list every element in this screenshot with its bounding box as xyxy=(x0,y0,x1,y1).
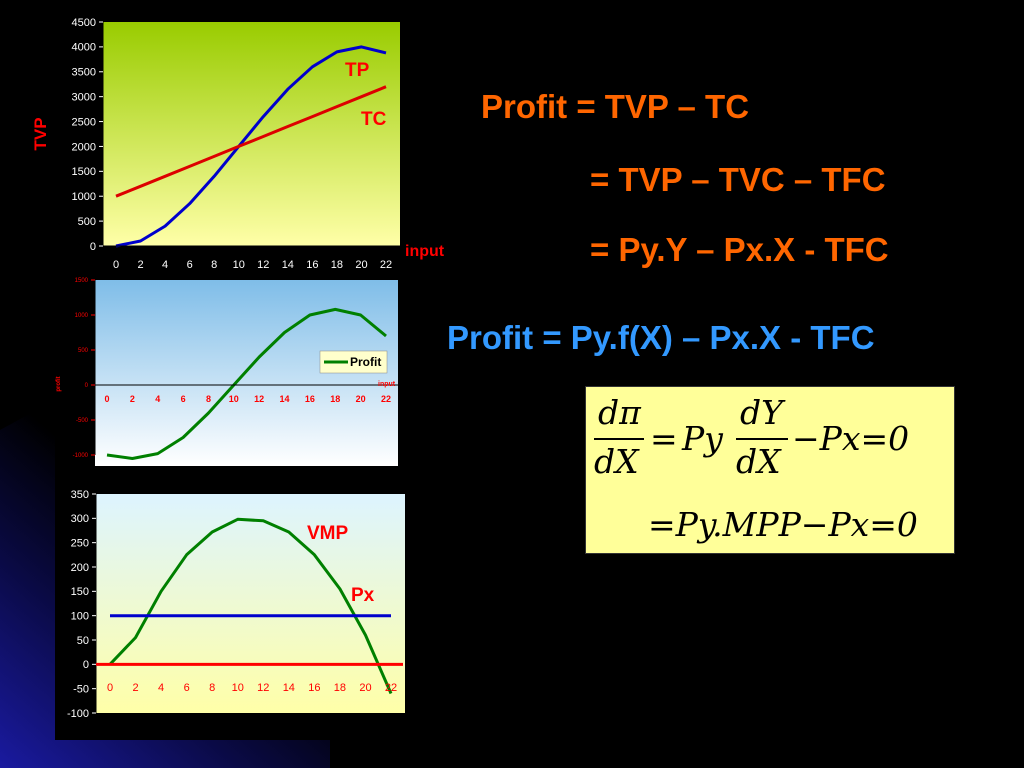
y-tick-label: 350 xyxy=(71,489,89,501)
formula-num-2: dY xyxy=(740,393,783,432)
formula-den-2: dX xyxy=(736,442,781,481)
y-tick-label: 4000 xyxy=(72,42,96,54)
x-tick-label: 14 xyxy=(280,394,290,404)
x-tick-label: 2 xyxy=(130,394,135,404)
y-tick-label: 250 xyxy=(71,538,89,550)
x-tick-label: 22 xyxy=(380,259,392,271)
x-tick-label: 10 xyxy=(232,682,244,694)
x-tick-label: 18 xyxy=(334,682,346,694)
x-tick-label: 16 xyxy=(306,259,318,271)
y-tick-label: -100 xyxy=(67,708,89,720)
formula-num-1: dπ xyxy=(598,393,641,432)
equation-line-4: Profit = Py.f(X) – Px.X - TFC xyxy=(447,319,875,356)
x-tick-label: 16 xyxy=(308,682,320,694)
x-tick-label: 0 xyxy=(113,259,119,271)
x-tick-label: 8 xyxy=(211,259,217,271)
formula-den-1: dX xyxy=(594,442,639,481)
y-tick-label: 100 xyxy=(71,611,89,623)
x-tick-label: 14 xyxy=(282,259,294,271)
y-tick-label: 300 xyxy=(71,513,89,525)
tvp-ylabel: TVP xyxy=(31,117,50,150)
formula-tail-1: −Px=0 xyxy=(792,419,910,458)
profit-legend: Profit xyxy=(319,350,388,374)
series-line-tc xyxy=(115,85,387,198)
profit-chart: -1000 -500 0 500 1000 1500 0 2 4 6 8 10 12 14 16 18 20 2… xyxy=(56,278,398,466)
y-tick-label: 1500 xyxy=(75,278,89,284)
tc-label: TC xyxy=(361,109,387,130)
x-tick-label: 10 xyxy=(229,394,239,404)
y-tick-label: 1000 xyxy=(75,313,89,319)
x-tick-label: 8 xyxy=(209,682,215,694)
y-tick-label: -1000 xyxy=(73,453,89,459)
y-tick-label: 0 xyxy=(85,383,89,389)
y-tick-label: 500 xyxy=(78,216,96,228)
y-tick-label: 200 xyxy=(71,562,89,574)
tvp-xlabel: input xyxy=(405,243,445,260)
y-tick-label: -50 xyxy=(73,684,89,696)
formula-line-2: =Py.MPP−Px=0 xyxy=(648,505,918,544)
px-label: Px xyxy=(351,585,375,606)
derivative-formula-box: dπ dX = Py dY dX −Px=0 =Py.MPP−Px=0 xyxy=(585,386,955,554)
y-tick-label: 150 xyxy=(71,586,89,598)
x-tick-label: 4 xyxy=(158,682,164,694)
y-tick-label: 1500 xyxy=(72,166,96,178)
series-line-tp xyxy=(115,45,387,248)
x-tick-label: 2 xyxy=(137,259,143,271)
x-tick-label: 20 xyxy=(359,682,371,694)
x-tick-label: 16 xyxy=(305,394,315,404)
x-tick-label: 10 xyxy=(233,259,245,271)
x-tick-label: 2 xyxy=(132,682,138,694)
formula-equals: = xyxy=(650,419,678,458)
x-tick-label: 18 xyxy=(330,394,340,404)
profit-xlabel: input xyxy=(378,381,396,388)
y-tick-label: 500 xyxy=(78,348,89,354)
y-tick-label: 2000 xyxy=(72,141,96,153)
x-tick-label: 0 xyxy=(107,682,113,694)
y-tick-label: 0 xyxy=(83,659,89,671)
tp-label: TP xyxy=(345,60,370,81)
equation-line-3: = Py.Y – Px.X - TFC xyxy=(590,231,889,268)
x-tick-label: 6 xyxy=(181,394,186,404)
legend-label: Profit xyxy=(350,355,381,369)
x-tick-label: 4 xyxy=(155,394,160,404)
tvp-chart: 0 500 1000 1500 2000 2500 3000 3500 4000 4500 0 2 4… xyxy=(31,17,445,271)
vmp-label: VMP xyxy=(307,523,349,544)
series-line-profit xyxy=(106,307,387,460)
equation-line-2: = TVP – TVC – TFC xyxy=(590,161,886,198)
x-tick-label: 20 xyxy=(355,259,367,271)
y-tick-label: 50 xyxy=(77,635,89,647)
vmp-chart: -100 -50 0 50 100 150 200 250 300 350 0 2 4 6 8 10 12 14… xyxy=(67,489,405,720)
x-tick-label: 20 xyxy=(356,394,366,404)
x-tick-label: 12 xyxy=(257,259,269,271)
formula-py: Py xyxy=(682,419,723,458)
y-tick-label: 2500 xyxy=(72,116,96,128)
x-tick-label: 0 xyxy=(104,394,109,404)
y-tick-label: 0 xyxy=(90,241,96,253)
x-tick-label: 14 xyxy=(283,682,295,694)
x-tick-label: 12 xyxy=(254,394,264,404)
profit-ylabel: profit xyxy=(56,376,62,391)
y-tick-label: 1000 xyxy=(72,191,96,203)
series-line-vmp xyxy=(108,517,393,695)
x-tick-label: 22 xyxy=(381,394,391,404)
tvp-plot-area xyxy=(103,22,400,246)
x-tick-label: 6 xyxy=(184,682,190,694)
x-tick-label: 8 xyxy=(206,394,211,404)
y-tick-label: 3000 xyxy=(72,92,96,104)
y-tick-label: -500 xyxy=(76,418,89,424)
x-tick-label: 12 xyxy=(257,682,269,694)
x-tick-label: 18 xyxy=(331,259,343,271)
y-tick-label: 4500 xyxy=(72,17,96,29)
y-tick-label: 3500 xyxy=(72,67,96,79)
x-tick-label: 4 xyxy=(162,259,168,271)
vmp-plot-area xyxy=(96,494,405,713)
equation-line-1: Profit = TVP – TC xyxy=(481,88,750,125)
x-tick-label: 22 xyxy=(385,682,397,694)
x-tick-label: 6 xyxy=(187,259,193,271)
